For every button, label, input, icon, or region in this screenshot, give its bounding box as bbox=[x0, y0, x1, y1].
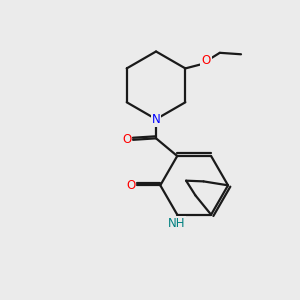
Text: O: O bbox=[126, 179, 136, 192]
Text: O: O bbox=[201, 54, 211, 67]
Text: N: N bbox=[152, 113, 161, 126]
Text: NH: NH bbox=[168, 217, 185, 230]
Text: O: O bbox=[122, 133, 131, 146]
